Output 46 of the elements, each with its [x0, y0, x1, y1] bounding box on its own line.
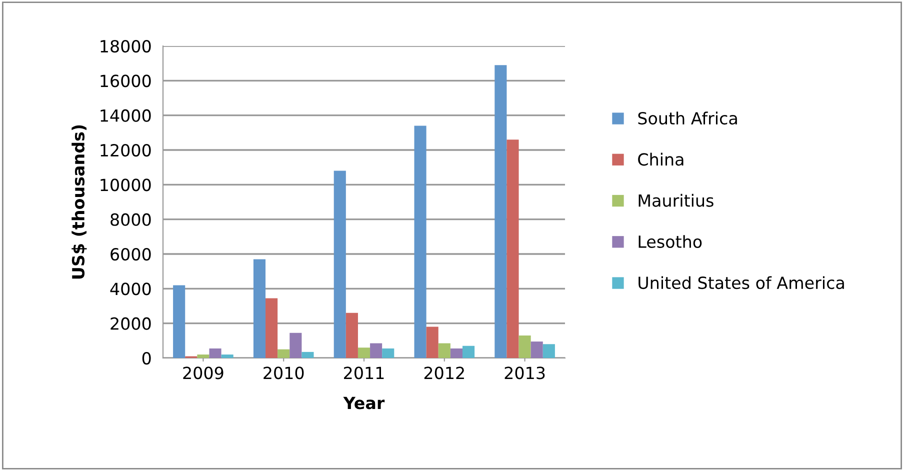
legend-label: Mauritius — [638, 194, 714, 207]
bar — [173, 285, 186, 358]
bar — [370, 343, 382, 358]
bar — [302, 352, 314, 358]
x-tick-label: 2010 — [264, 366, 304, 380]
y-tick-label: 10000 — [100, 178, 151, 192]
bar — [494, 65, 507, 358]
bar — [530, 342, 543, 358]
bar — [426, 326, 438, 358]
y-tick-label: 4000 — [110, 282, 151, 296]
bar — [334, 170, 346, 358]
bar — [542, 344, 555, 358]
legend-label: United States of America — [638, 276, 844, 290]
bar — [290, 332, 302, 358]
y-tick-label: 14000 — [100, 109, 151, 122]
bar — [358, 348, 370, 358]
x-axis-title: Year — [343, 396, 385, 410]
y-axis-title: US$ (thousands) — [72, 125, 87, 279]
bar — [266, 298, 278, 358]
bar — [438, 343, 450, 358]
y-tick-label: 6000 — [110, 248, 151, 261]
bar — [253, 259, 266, 358]
bar — [197, 354, 210, 358]
y-tick-label: 12000 — [100, 144, 151, 157]
y-tick-label: 8000 — [110, 213, 151, 226]
x-tick-label: 2012 — [424, 366, 464, 380]
x-tick-label: 2009 — [183, 366, 224, 380]
y-tick-label: 18000 — [100, 40, 151, 53]
bar — [346, 312, 358, 358]
y-tick-label: 2000 — [110, 317, 151, 330]
bar — [209, 348, 222, 358]
bar — [450, 348, 462, 358]
x-tick-label: 2013 — [504, 366, 545, 380]
bar — [278, 349, 290, 358]
legend-label: South Africa — [638, 112, 737, 125]
bar — [462, 346, 475, 358]
x-tick-label: 2011 — [344, 366, 384, 380]
bar — [506, 140, 519, 358]
legend-label: Lesotho — [638, 235, 702, 248]
bar — [382, 348, 394, 358]
bar — [414, 126, 426, 358]
bar — [221, 354, 234, 358]
y-tick-label: 16000 — [100, 74, 151, 88]
y-tick-label: 0 — [142, 352, 151, 365]
bar — [518, 335, 531, 358]
legend-label: China — [638, 152, 684, 166]
